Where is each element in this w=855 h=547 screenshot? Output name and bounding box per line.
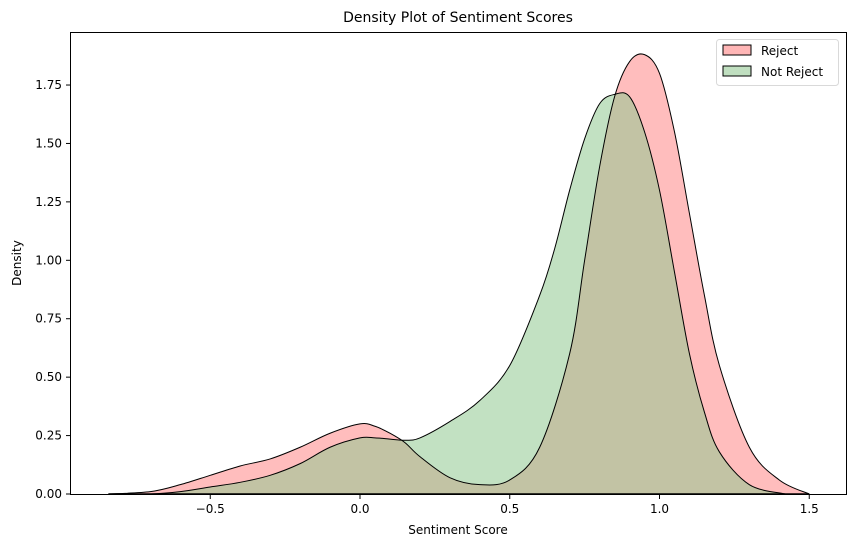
y-axis-label: Density bbox=[10, 240, 24, 286]
y-tick-label: 1.50 bbox=[35, 136, 62, 150]
y-tick-label: 0.25 bbox=[35, 429, 62, 443]
x-tick-label: 1.5 bbox=[800, 502, 819, 516]
x-axis: −0.5 0.0 0.5 1.0 1.5 bbox=[196, 494, 819, 516]
legend-swatch-reject bbox=[722, 44, 752, 56]
legend: Reject Not Reject bbox=[716, 39, 839, 86]
x-tick-label: 0.0 bbox=[350, 502, 369, 516]
y-tick-label: 1.00 bbox=[35, 253, 62, 267]
density-line-not-reject bbox=[108, 92, 786, 495]
x-tick-label: −0.5 bbox=[196, 502, 225, 516]
y-axis: 0.00 0.25 0.50 0.75 1.00 1.25 1.50 1.75 bbox=[35, 78, 71, 501]
legend-label-reject: Reject bbox=[761, 44, 798, 58]
y-tick-label: 0.50 bbox=[35, 370, 62, 384]
y-tick-label: 1.25 bbox=[35, 195, 62, 209]
x-tick-label: 1.0 bbox=[650, 502, 669, 516]
y-tick-label: 0.00 bbox=[35, 487, 62, 501]
x-tick-label: 0.5 bbox=[500, 502, 519, 516]
chart-title: Density Plot of Sentiment Scores bbox=[343, 10, 573, 26]
axes-frame bbox=[70, 32, 847, 495]
y-tick-label: 1.75 bbox=[35, 78, 62, 92]
density-line-reject bbox=[108, 53, 810, 495]
y-tick-label: 0.75 bbox=[35, 312, 62, 326]
plot-area bbox=[108, 53, 810, 495]
legend-label-not-reject: Not Reject bbox=[761, 65, 823, 79]
density-fill-not-reject bbox=[108, 92, 786, 495]
legend-swatch-not-reject bbox=[722, 65, 752, 77]
x-axis-label: Sentiment Score bbox=[408, 523, 507, 537]
